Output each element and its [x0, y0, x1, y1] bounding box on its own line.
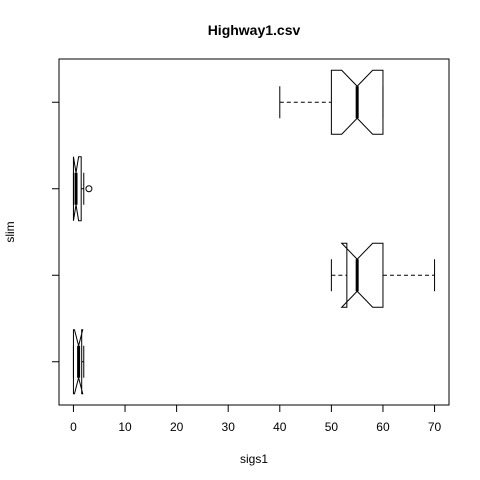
box-body [72, 156, 82, 222]
x-tick-label: 20 [170, 420, 184, 434]
x-tick-label: 30 [222, 420, 236, 434]
boxes [72, 69, 436, 395]
x-axis: 0 10 20 30 40 50 60 70 [70, 404, 442, 434]
x-tick-label: 70 [428, 420, 442, 434]
y-axis [52, 101, 60, 363]
box-group [72, 329, 85, 395]
x-axis-label: sigs1 [240, 452, 268, 466]
box-group [279, 69, 384, 135]
x-tick-label: 40 [273, 420, 287, 434]
box-body [340, 242, 384, 308]
box-body [72, 329, 84, 395]
x-tick-label: 0 [70, 420, 77, 434]
plot-frame [58, 58, 450, 406]
x-tick-label: 60 [376, 420, 390, 434]
box-group [72, 156, 93, 222]
y-axis-label: slim [3, 221, 17, 242]
box-group [330, 242, 436, 308]
x-tick-label: 50 [325, 420, 339, 434]
x-tick-label: 10 [118, 420, 132, 434]
outlier-point [85, 185, 93, 193]
box-body [330, 69, 384, 135]
chart-title: Highway1.csv [208, 22, 301, 38]
